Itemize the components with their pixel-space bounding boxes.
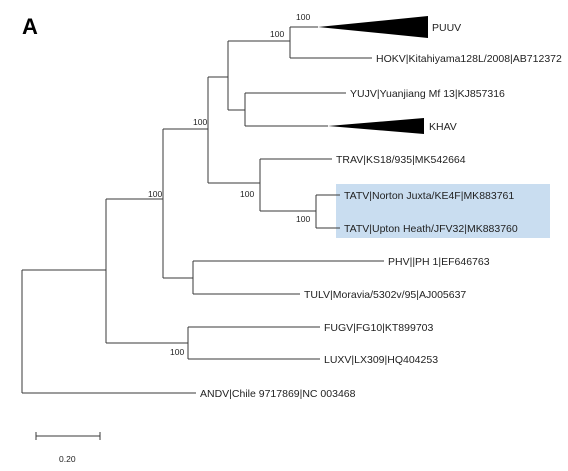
bootstrap-trav-tatv: 100 [240,189,254,199]
taxon-label-tulv: TULV|Moravia/5302v/95|AJ005637 [304,289,466,301]
bootstrap-main: 100 [148,189,162,199]
bootstrap-puuv-hokv: 100 [270,29,284,39]
tree-branches [21,26,384,394]
taxon-label-tatv-norton: TATV|Norton Juxta/KE4F|MK883761 [344,190,514,202]
taxon-label-tatv-upton: TATV|Upton Heath/JFV32|MK883760 [344,223,518,235]
taxon-label-puuv: PUUV [432,22,461,34]
bootstrap-yujv-khav-group: 100 [193,117,207,127]
taxon-label-trav: TRAV|KS18/935|MK542664 [336,154,466,166]
taxon-label-fugv: FUGV|FG10|KT899703 [324,322,433,334]
bootstrap-puuv-node: 100 [296,12,310,22]
tatv-highlight [336,184,550,238]
bootstrap-fugv-luxv: 100 [170,347,184,357]
taxon-label-phv: PHV||PH 1|EF646763 [388,256,490,268]
scale-bar: 0.20 [35,432,101,464]
bootstrap-tatv: 100 [296,214,310,224]
khav-collapsed-clade [328,118,424,134]
taxon-label-andv: ANDV|Chile 9717869|NC 003468 [200,388,356,400]
taxon-label-yujv: YUJV|Yuanjiang Mf 13|KJ857316 [350,88,505,100]
panel-label: A [22,14,38,39]
taxon-label-luxv: LUXV|LX309|HQ404253 [324,354,438,366]
taxon-label-hokv: HOKV|Kitahiyama128L/2008|AB712372 [376,53,562,65]
scale-bar-label: 0.20 [59,454,76,464]
puuv-collapsed-clade [318,16,428,38]
taxon-label-khav: KHAV [429,121,457,133]
